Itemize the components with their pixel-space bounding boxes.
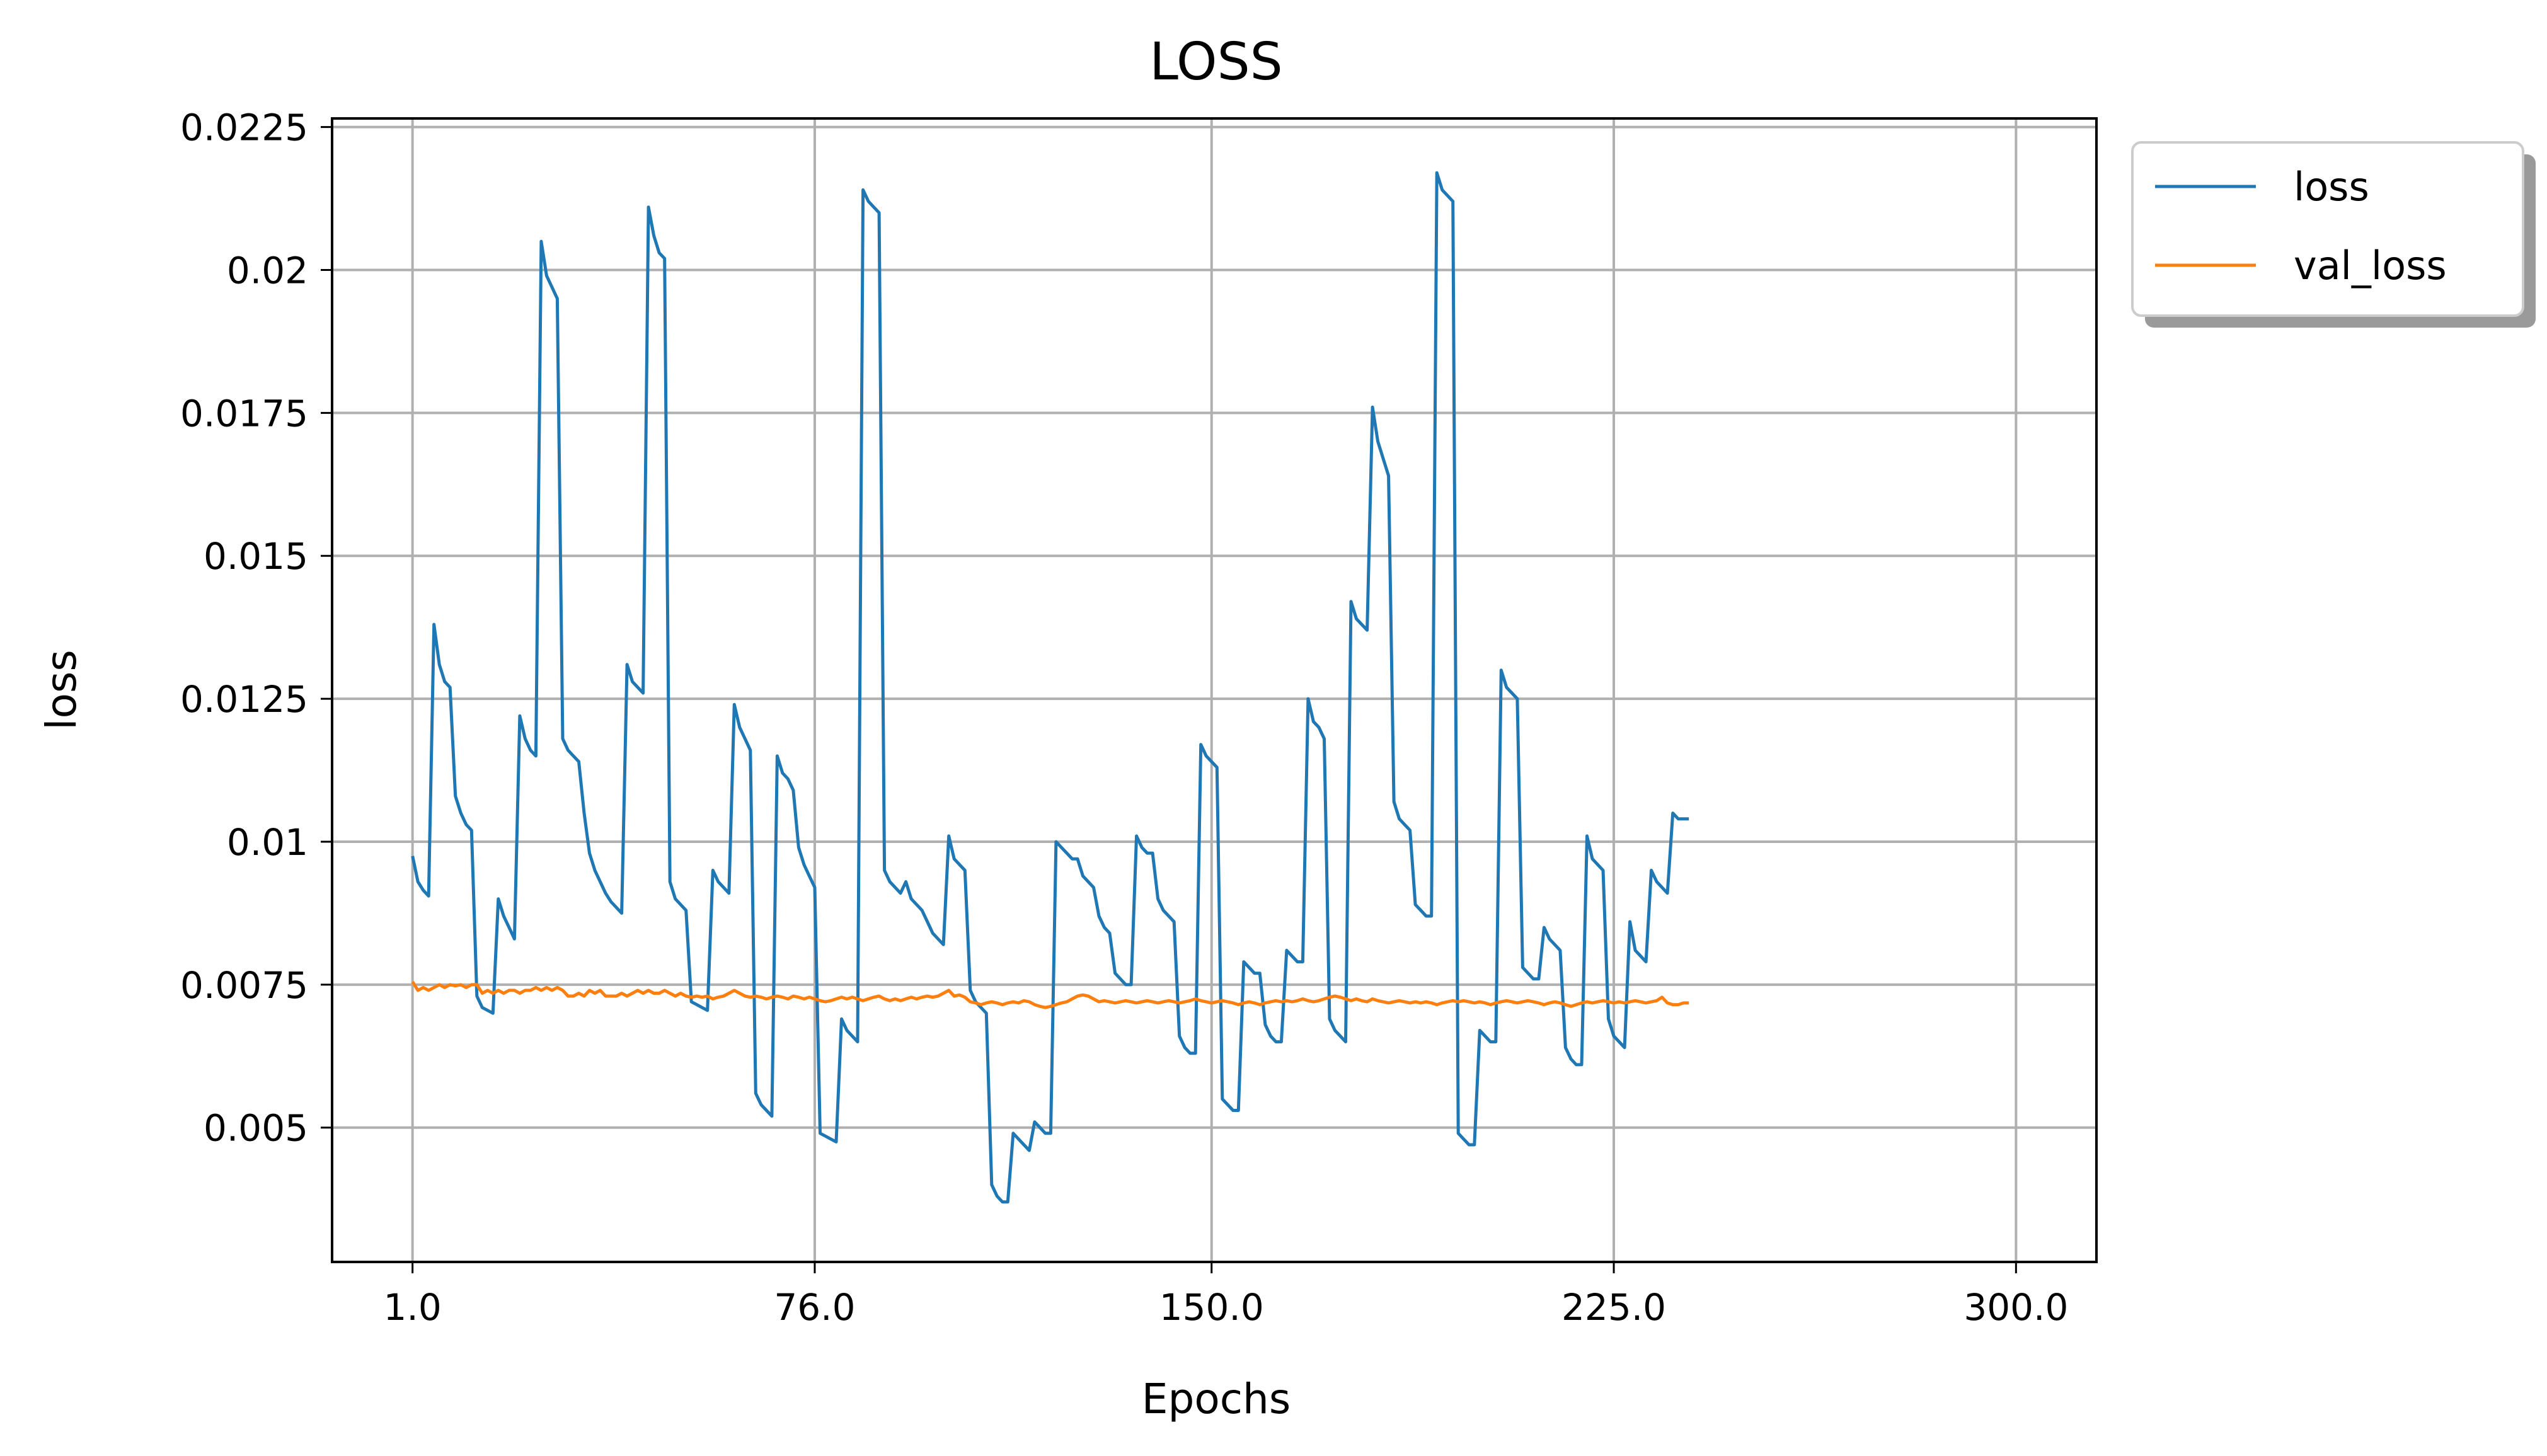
y-tick-label: 0.0125 <box>180 678 308 721</box>
y-tick-label: 0.0225 <box>180 106 308 149</box>
x-axis-label: Epochs <box>1142 1375 1291 1423</box>
x-tick-label: 300.0 <box>1963 1286 2068 1329</box>
y-tick-label: 0.015 <box>204 535 308 578</box>
series-lines <box>411 171 1689 1204</box>
y-axis: 0.005 0.0075 0.01 0.0125 0.015 0.0175 0.02 0.02… <box>180 106 332 1150</box>
y-tick-label: 0.005 <box>204 1107 308 1150</box>
y-tick-label: 0.0075 <box>180 964 308 1007</box>
y-tick-label: 0.02 <box>227 249 308 292</box>
y-tick-label: 0.01 <box>227 821 308 864</box>
x-tick-label: 150.0 <box>1159 1286 1264 1329</box>
x-tick-label: 225.0 <box>1561 1286 1666 1329</box>
legend-label-loss: loss <box>2294 164 2369 210</box>
x-tick-label: 1.0 <box>384 1286 442 1329</box>
x-tick-label: 76.0 <box>774 1286 855 1329</box>
legend: loss val_loss <box>2131 141 2536 328</box>
plot-area-frame <box>331 117 2098 1263</box>
x-axis: 1.0 76.0 150.0 225.0 300.0 <box>384 1262 2068 1329</box>
series-line-val-loss <box>411 980 1689 1009</box>
legend-label-val-loss: val_loss <box>2294 243 2447 289</box>
chart-title: LOSS <box>1149 32 1282 92</box>
y-tick-label: 0.0175 <box>180 392 308 435</box>
series-line-loss <box>411 171 1689 1204</box>
y-axis-label: loss <box>37 650 86 730</box>
